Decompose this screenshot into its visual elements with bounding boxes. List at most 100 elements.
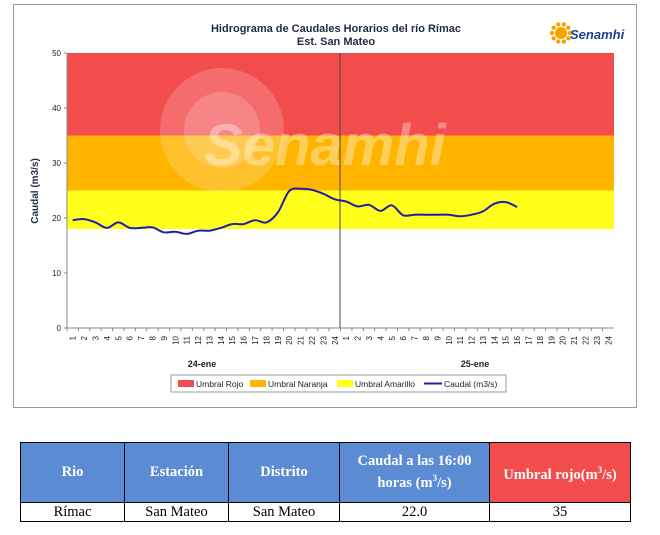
x-tick-label: 6 [126,335,135,340]
x-tick-label: 11 [183,335,192,344]
y-tick-label: 40 [52,104,61,113]
sun-ray [551,25,556,30]
x-tick-label: 18 [536,335,545,344]
senamhi-logo: Senamhi [549,22,625,44]
legend: Umbral Rojo Umbral Naranja Umbral Amaril… [170,374,507,393]
x-tick-label: 10 [171,335,180,344]
legend-swatch-naranja [250,380,266,387]
legend-swatch-rojo [178,380,194,387]
series-layer [72,187,518,235]
sun-ray [566,25,571,30]
header-caudal-sup: 3 [432,473,438,484]
x-tick-label: 22 [308,335,317,344]
cell-estacion: San Mateo [124,502,229,522]
x-tick-label: 12 [194,335,203,344]
x-tick-label: 20 [559,335,568,344]
sun-ray [549,30,555,36]
watermark: Senamhi [160,68,448,192]
x-tick-label: 14 [490,335,499,344]
x-tick-label: 24 [604,335,613,344]
legend-label-caudal: Caudal (m3/s) [444,379,498,389]
x-tick-label: 9 [433,335,442,340]
x-tick-label: 14 [217,335,226,344]
x-tick-label: 5 [114,335,123,340]
logo-text: Senamhi [570,27,625,42]
cell-umbral: 35 [489,502,631,522]
table-row: Rímac San Mateo San Mateo 22.0 35 [20,502,631,522]
x-tick-label: 4 [376,335,385,340]
sun-icon [549,22,573,44]
x-tick-label: 23 [319,335,328,344]
table-header-row: Rio Estación Distrito Caudal a las 16:00… [20,442,631,503]
chart-container: Hidrograma de Caudales Horarios del río … [13,4,637,408]
x-tick-label: 8 [422,335,431,340]
legend-label-amarillo: Umbral Amarillo [355,379,415,389]
x-tick-label: 15 [228,335,237,344]
x-tick-label: 1 [342,335,351,340]
summary-table: Rio Estación Distrito Caudal a las 16:00… [20,442,631,522]
y-tick-label: 0 [57,324,62,333]
cell-distrito: San Mateo [228,502,340,522]
day-label-2: 25-ene [461,359,490,369]
x-tick-label: 24 [331,335,340,344]
x-tick-label: 17 [251,335,260,344]
x-tick-label: 11 [456,335,465,344]
x-tick-label: 19 [274,335,283,344]
chart-subtitle: Est. San Mateo [297,36,376,48]
x-tick-label: 23 [593,335,602,344]
x-tick-label: 16 [513,335,522,344]
header-distrito: Distrito [228,442,340,503]
chart-title: Hidrograma de Caudales Horarios del río … [211,23,461,35]
y-axis-ticks: 0 10 20 30 40 50 [52,49,67,333]
legend-label-rojo: Umbral Rojo [196,379,244,389]
header-caudal: Caudal a las 16:00 horas (m3/s) [339,442,490,503]
x-tick-label: 10 [445,335,454,344]
header-umbral-sup: 3 [597,464,603,475]
y-tick-label: 20 [52,214,61,223]
x-tick-label: 20 [285,335,294,344]
x-tick-label: 2 [354,335,363,340]
x-tick-label: 6 [399,335,408,340]
watermark-text: Senamhi [204,113,448,178]
header-caudal-end: /s) [437,474,452,491]
y-tick-label: 30 [52,159,61,168]
x-tick-label: 16 [240,335,249,344]
x-tick-label: 12 [468,335,477,344]
x-tick-label: 15 [502,335,511,344]
x-tick-label: 2 [80,335,89,340]
header-caudal-main: Caudal a las 16:00 horas [357,453,472,491]
x-tick-label: 9 [160,335,169,340]
sun-ray [566,36,571,41]
x-axis-ticks: 1 2 3 4 5 6 7 8 9 10 11 12 13 14 15 16 17 18 19 20 21 22 23 24 1… [66,328,613,345]
header-estacion: Estación [124,442,229,503]
x-tick-label: 13 [479,335,488,344]
cell-rio: Rímac [20,502,125,522]
x-tick-label: 4 [103,335,112,340]
y-axis-label: Caudal (m3/s) [30,158,41,224]
y-tick-label: 50 [52,49,61,58]
x-tick-label: 21 [297,335,306,344]
x-tick-label: 19 [547,335,556,344]
x-tick-label: 17 [525,335,534,344]
x-tick-label: 8 [148,335,157,340]
legend-label-naranja: Umbral Naranja [268,379,328,389]
x-tick-label: 18 [262,335,271,344]
sun-ray [556,22,561,27]
x-tick-label: 7 [411,335,420,340]
sun-ray [561,39,566,44]
sun-ray [556,39,561,44]
legend-swatch-amarillo [337,380,353,387]
x-tick-label: 3 [365,335,374,340]
x-tick-label: 21 [570,335,579,344]
sun-ray [567,30,573,36]
x-tick-label: 7 [137,335,146,340]
hydrograph-chart: Hidrograma de Caudales Horarios del río … [30,22,625,393]
x-tick-label: 5 [388,335,397,340]
x-tick-label: 3 [91,335,100,340]
x-tick-label: 22 [582,335,591,344]
series-line-caudal [72,187,518,235]
header-rio: Rio [20,442,125,503]
y-tick-label: 10 [52,269,61,278]
cell-caudal: 22.0 [339,502,490,522]
day-label-1: 24-ene [188,359,217,369]
